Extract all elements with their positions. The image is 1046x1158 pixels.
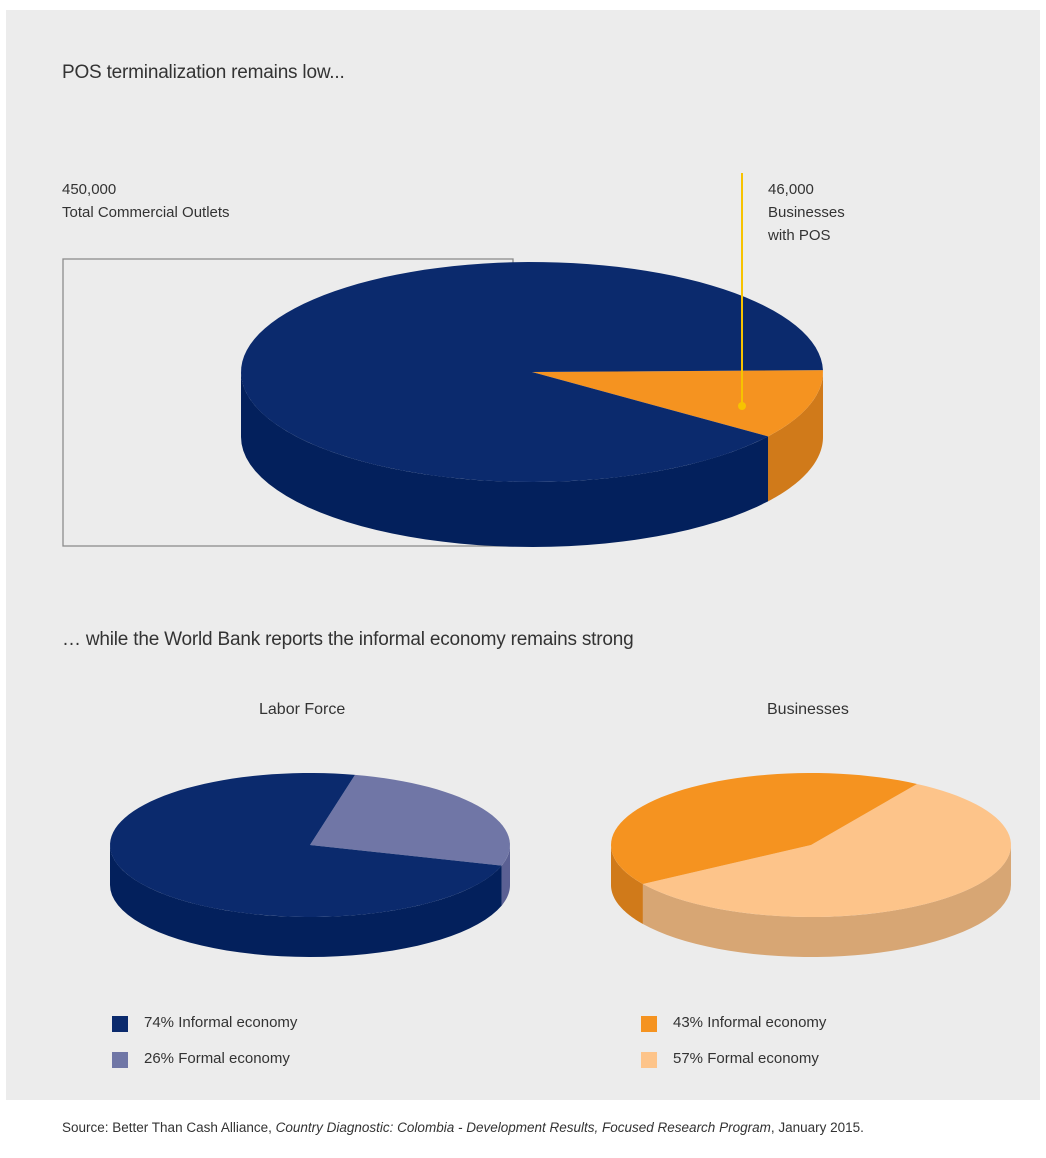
pos-label-line1: Businesses <box>768 204 845 221</box>
pos-leader-dot <box>738 402 746 410</box>
pos-label-line2: with POS <box>768 227 831 244</box>
legend-swatch-biz-informal <box>641 1016 657 1032</box>
source-note: Source: Better Than Cash Alliance, Count… <box>62 1120 864 1135</box>
legend-biz-informal: 43% Informal economy <box>673 1014 827 1031</box>
legend-swatch-biz-formal <box>641 1052 657 1068</box>
labor-formal-slice-side <box>501 845 510 906</box>
pos-pie-chart <box>241 262 823 547</box>
non-pos-slice-side <box>241 372 769 547</box>
businesses-title: Businesses <box>767 701 849 718</box>
biz-formal-slice <box>642 783 1011 917</box>
legend-biz-formal: 57% Formal economy <box>673 1050 819 1067</box>
labor-force-title: Labor Force <box>259 701 346 718</box>
biz-formal-slice-side <box>642 845 1011 957</box>
total-outlets-value: 450,000 <box>62 181 117 198</box>
legend-swatch-labor-informal <box>112 1016 128 1032</box>
section1-title: POS terminalization remains low... <box>62 62 345 83</box>
pos-slice <box>532 370 823 437</box>
total-outlets-label: Total Commercial Outlets <box>62 204 230 221</box>
businesses-pie-chart <box>611 773 1011 957</box>
source-title: Country Diagnostic: Colombia - Developme… <box>275 1120 771 1135</box>
biz-informal-slice-side <box>611 845 643 924</box>
labor-force-pie-chart <box>110 773 510 957</box>
labor-informal-slice-side <box>110 845 502 957</box>
source-suffix: , January 2015. <box>770 1120 864 1135</box>
labor-formal-slice <box>310 774 510 866</box>
biz-informal-slice <box>611 773 917 884</box>
labor-informal-slice <box>110 773 502 917</box>
pos-slice-side <box>768 372 823 502</box>
legend-labor-formal: 26% Formal economy <box>144 1050 290 1067</box>
legend-labor-informal: 74% Informal economy <box>144 1014 298 1031</box>
pos-value: 46,000 <box>768 181 814 198</box>
legend-swatch-labor-formal <box>112 1052 128 1068</box>
section2-title: … while the World Bank reports the infor… <box>62 629 634 650</box>
non-pos-slice <box>241 262 823 482</box>
source-prefix: Source: Better Than Cash Alliance, <box>62 1120 276 1135</box>
